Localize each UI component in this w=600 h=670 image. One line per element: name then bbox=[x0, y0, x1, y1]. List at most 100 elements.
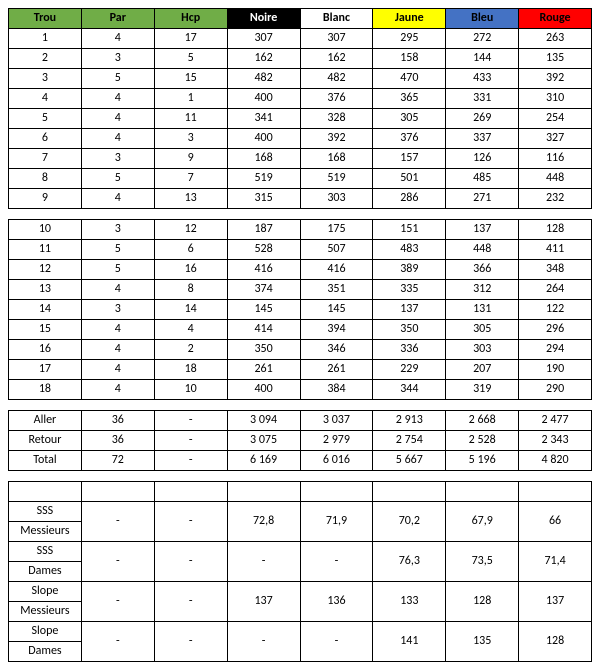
cell-jaune: 2 913 bbox=[373, 411, 446, 431]
cell-jaune: 133 bbox=[373, 582, 446, 622]
cell-hcp: 16 bbox=[154, 260, 227, 280]
cell-bleu: 137 bbox=[446, 220, 519, 240]
cell-blanc: 376 bbox=[300, 89, 373, 109]
cell-blanc: 392 bbox=[300, 129, 373, 149]
cell-rouge: 71,4 bbox=[519, 542, 592, 582]
cell-blanc: - bbox=[300, 622, 373, 662]
table-row: Total72-6 1696 0165 6675 1964 820 bbox=[9, 451, 592, 471]
col-header-noire: Noire bbox=[227, 9, 300, 29]
cell-rouge: 2 343 bbox=[519, 431, 592, 451]
cell-noire: 528 bbox=[227, 240, 300, 260]
cell-par: - bbox=[81, 622, 154, 662]
cell-blanc: 261 bbox=[300, 360, 373, 380]
cell-noire: 137 bbox=[227, 582, 300, 622]
cell-blanc: 307 bbox=[300, 29, 373, 49]
spacer-row bbox=[9, 400, 592, 411]
cell-blanc: 136 bbox=[300, 582, 373, 622]
cell-rouge: 135 bbox=[519, 49, 592, 69]
col-header-par: Par bbox=[81, 9, 154, 29]
table-row: 9413315303286271232 bbox=[9, 189, 592, 209]
cell-trou: 11 bbox=[9, 240, 82, 260]
table-row: 18410400384344319290 bbox=[9, 380, 592, 400]
cell-trou: 3 bbox=[9, 69, 82, 89]
cell-par: 3 bbox=[81, 49, 154, 69]
cell-bleu: 135 bbox=[446, 622, 519, 662]
cell-hcp: - bbox=[154, 411, 227, 431]
cell-bleu: 2 528 bbox=[446, 431, 519, 451]
cell-hcp: 12 bbox=[154, 220, 227, 240]
cell-blanc: 346 bbox=[300, 340, 373, 360]
cell-jaune: 76,3 bbox=[373, 542, 446, 582]
table-row: 441400376365331310 bbox=[9, 89, 592, 109]
cell-bleu: 331 bbox=[446, 89, 519, 109]
cell-trou: 15 bbox=[9, 320, 82, 340]
rating-label: Slope bbox=[9, 622, 82, 642]
cell-par: 4 bbox=[81, 380, 154, 400]
cell-noire: 307 bbox=[227, 29, 300, 49]
table-row: 1156528507483448411 bbox=[9, 240, 592, 260]
cell-trou: 10 bbox=[9, 220, 82, 240]
rating-label: Dames bbox=[9, 562, 82, 582]
cell-rouge: 411 bbox=[519, 240, 592, 260]
cell-bleu: 303 bbox=[446, 340, 519, 360]
cell-rouge: 128 bbox=[519, 622, 592, 662]
cell-noire: 519 bbox=[227, 169, 300, 189]
cell-noire: - bbox=[227, 622, 300, 662]
cell-rouge: 66 bbox=[519, 502, 592, 542]
cell-bleu: 272 bbox=[446, 29, 519, 49]
cell-bleu: 131 bbox=[446, 300, 519, 320]
col-header-jaune: Jaune bbox=[373, 9, 446, 29]
spacer-row bbox=[9, 471, 592, 482]
cell-jaune: 70,2 bbox=[373, 502, 446, 542]
rating-row: SSS--72,871,970,267,966 bbox=[9, 502, 592, 522]
cell-rouge: 232 bbox=[519, 189, 592, 209]
cell-blanc: 507 bbox=[300, 240, 373, 260]
cell-blanc: 416 bbox=[300, 260, 373, 280]
cell-trou: Retour bbox=[9, 431, 82, 451]
cell-rouge: 190 bbox=[519, 360, 592, 380]
table-row: 3515482482470433392 bbox=[9, 69, 592, 89]
cell-blanc: 328 bbox=[300, 109, 373, 129]
col-header-bleu: Bleu bbox=[446, 9, 519, 29]
cell-par: 4 bbox=[81, 320, 154, 340]
cell-trou: Aller bbox=[9, 411, 82, 431]
cell-jaune: 470 bbox=[373, 69, 446, 89]
cell-noire: 400 bbox=[227, 89, 300, 109]
cell-blanc: 71,9 bbox=[300, 502, 373, 542]
cell-par: 5 bbox=[81, 260, 154, 280]
cell-jaune: 2 754 bbox=[373, 431, 446, 451]
rating-label: Slope bbox=[9, 582, 82, 602]
cell-hcp: 4 bbox=[154, 320, 227, 340]
cell-blanc: 482 bbox=[300, 69, 373, 89]
cell-jaune: 305 bbox=[373, 109, 446, 129]
cell-jaune: 151 bbox=[373, 220, 446, 240]
col-header-blanc: Blanc bbox=[300, 9, 373, 29]
cell-noire: 416 bbox=[227, 260, 300, 280]
cell-noire: 168 bbox=[227, 149, 300, 169]
cell-par: 4 bbox=[81, 340, 154, 360]
cell-jaune: 483 bbox=[373, 240, 446, 260]
cell-trou: 2 bbox=[9, 49, 82, 69]
cell-rouge: 348 bbox=[519, 260, 592, 280]
table-header: TrouParHcpNoireBlancJauneBleuRouge bbox=[9, 9, 592, 29]
cell-blanc: 384 bbox=[300, 380, 373, 400]
table-row: 17418261261229207190 bbox=[9, 360, 592, 380]
cell-blanc: - bbox=[300, 542, 373, 582]
cell-par: 3 bbox=[81, 220, 154, 240]
table-row: 5411341328305269254 bbox=[9, 109, 592, 129]
cell-trou: 16 bbox=[9, 340, 82, 360]
cell-bleu: 271 bbox=[446, 189, 519, 209]
cell-noire: 341 bbox=[227, 109, 300, 129]
cell-par: 4 bbox=[81, 189, 154, 209]
cell-noire: 3 075 bbox=[227, 431, 300, 451]
scorecard-table: TrouParHcpNoireBlancJauneBleuRouge 14173… bbox=[8, 8, 592, 662]
cell-trou: 18 bbox=[9, 380, 82, 400]
cell-jaune: 137 bbox=[373, 300, 446, 320]
table-row: 1544414394350305296 bbox=[9, 320, 592, 340]
cell-bleu: 126 bbox=[446, 149, 519, 169]
cell-rouge: 327 bbox=[519, 129, 592, 149]
table-row: 12516416416389366348 bbox=[9, 260, 592, 280]
cell-jaune: 389 bbox=[373, 260, 446, 280]
cell-trou: 7 bbox=[9, 149, 82, 169]
cell-rouge: 128 bbox=[519, 220, 592, 240]
